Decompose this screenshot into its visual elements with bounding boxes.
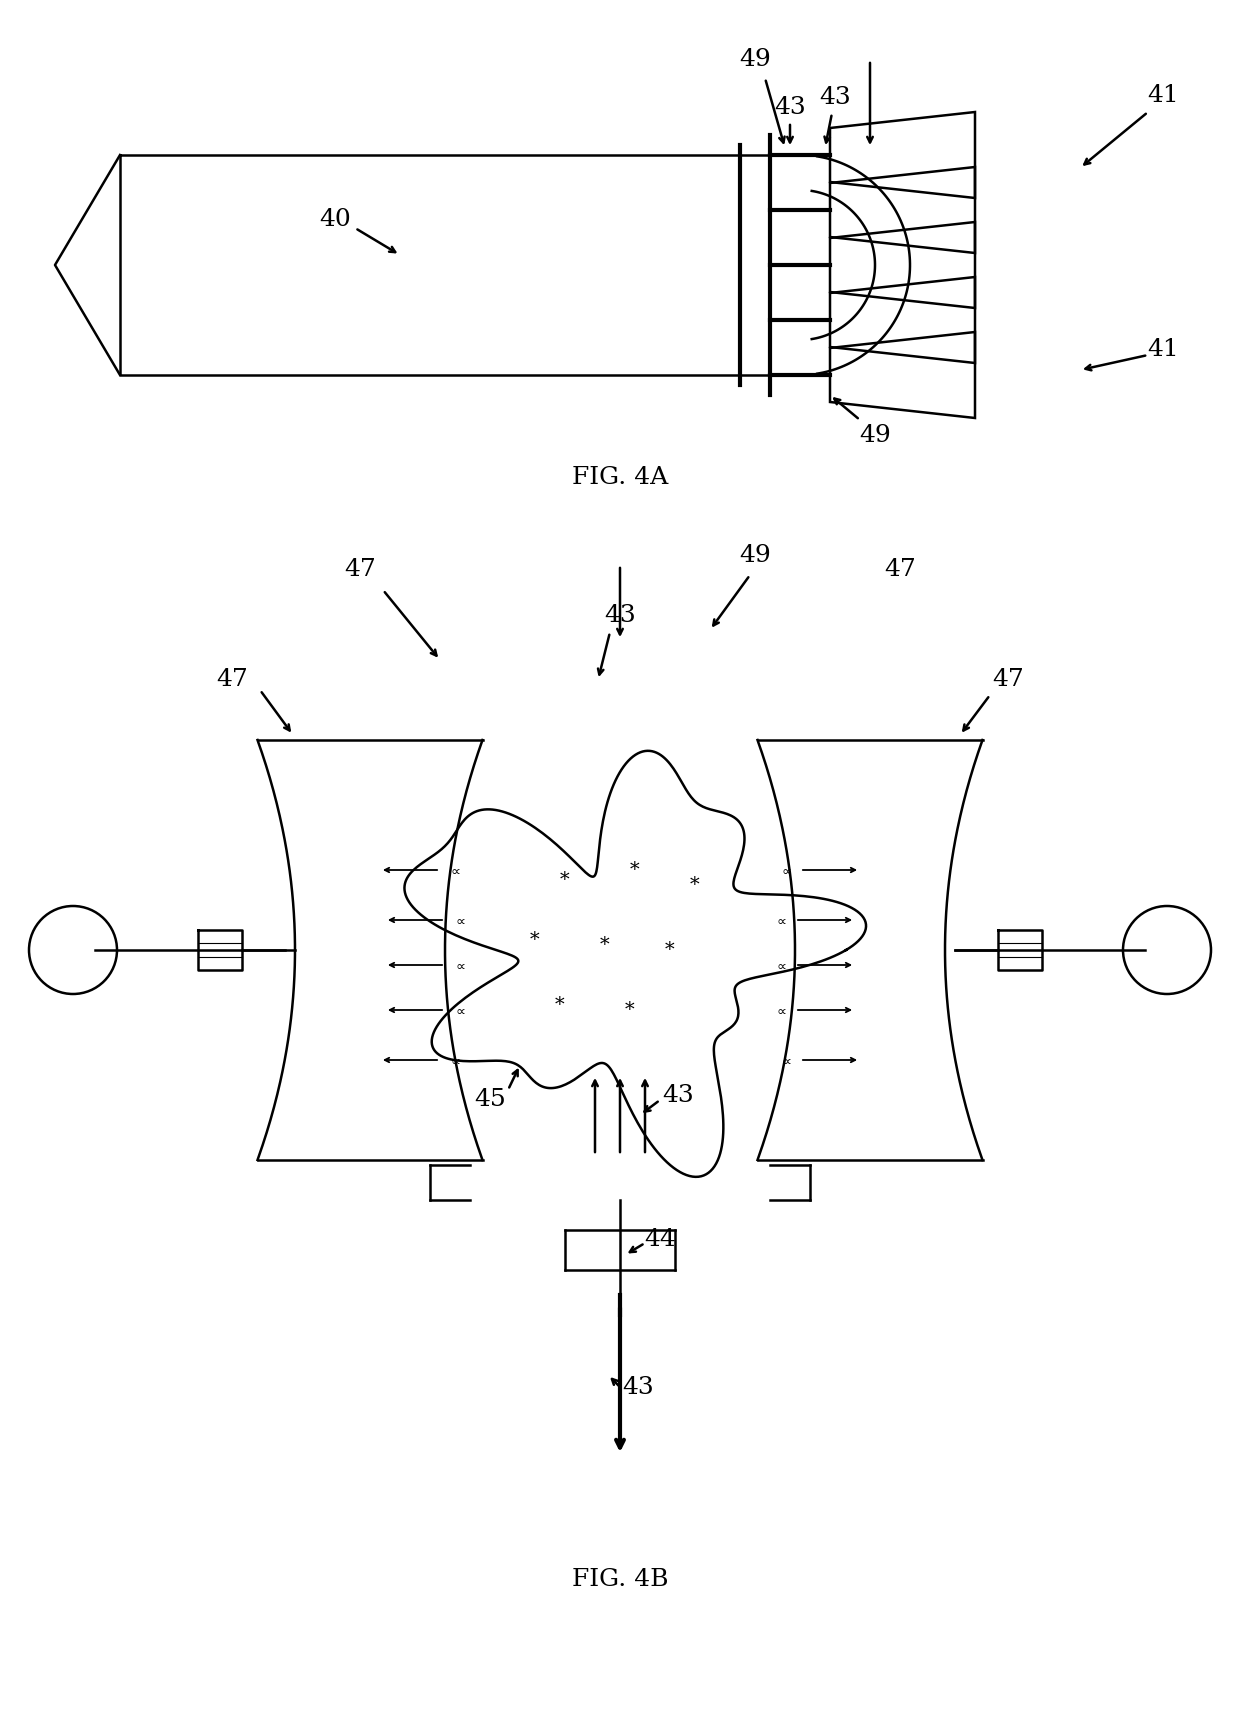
Text: $\propto$: $\propto$ <box>774 1003 787 1017</box>
Text: $\propto$: $\propto$ <box>779 863 792 877</box>
Text: FIG. 4B: FIG. 4B <box>572 1569 668 1591</box>
Text: *: * <box>600 937 610 954</box>
Text: FIG. 4A: FIG. 4A <box>572 467 668 489</box>
Text: 44: 44 <box>644 1229 676 1251</box>
Text: $\propto$: $\propto$ <box>774 959 787 972</box>
Text: *: * <box>531 931 539 948</box>
Text: 45: 45 <box>474 1089 506 1111</box>
Text: *: * <box>556 996 564 1013</box>
Text: 40: 40 <box>319 208 351 231</box>
Text: 47: 47 <box>992 668 1024 692</box>
Text: $\propto$: $\propto$ <box>453 959 466 972</box>
Text: 49: 49 <box>739 543 771 566</box>
Text: $\propto$: $\propto$ <box>448 863 461 877</box>
Text: $\propto$: $\propto$ <box>453 1003 466 1017</box>
Text: 43: 43 <box>604 603 636 627</box>
Text: 49: 49 <box>859 424 890 446</box>
Text: 43: 43 <box>820 87 851 109</box>
Text: $\propto$: $\propto$ <box>448 1053 461 1066</box>
Text: 49: 49 <box>739 48 771 72</box>
Text: 41: 41 <box>1147 338 1179 362</box>
Text: 47: 47 <box>884 559 916 581</box>
Text: 43: 43 <box>662 1084 694 1106</box>
Text: *: * <box>560 872 570 889</box>
Text: $\propto$: $\propto$ <box>453 913 466 926</box>
Text: 41: 41 <box>1147 84 1179 106</box>
Text: $\propto$: $\propto$ <box>774 913 787 926</box>
Text: 47: 47 <box>345 559 376 581</box>
Text: *: * <box>665 942 675 959</box>
Text: 43: 43 <box>622 1376 653 1400</box>
Text: $\propto$: $\propto$ <box>779 1053 792 1066</box>
Text: 43: 43 <box>774 96 806 120</box>
Text: *: * <box>630 861 640 878</box>
Text: *: * <box>691 877 699 894</box>
Text: *: * <box>625 1001 635 1019</box>
Text: 47: 47 <box>216 668 248 692</box>
